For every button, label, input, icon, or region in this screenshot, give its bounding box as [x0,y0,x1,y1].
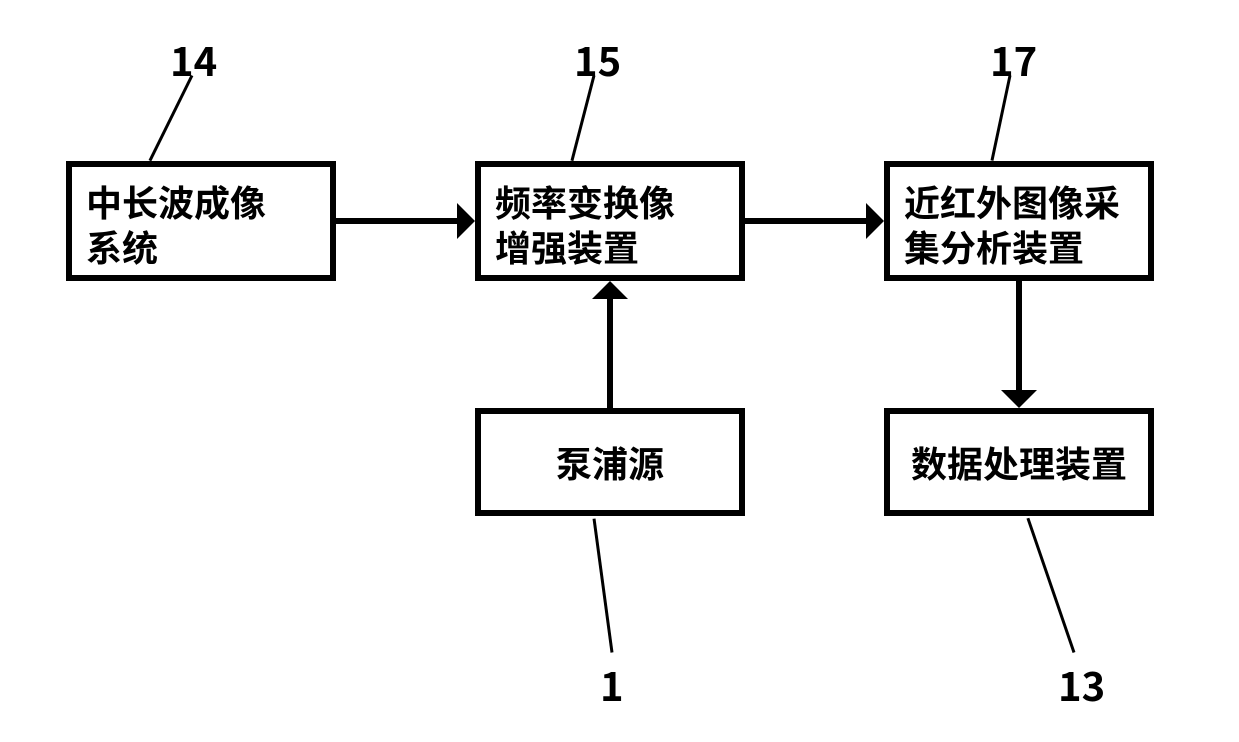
leader-line [593,518,614,652]
edge [336,218,457,224]
ref-label-17: 17 [990,30,1037,88]
flow-node-n15: 频率变换像 增强装置 [475,161,745,281]
flow-node-label: 数据处理装置 [911,440,1127,485]
flow-node-label: 中长波成像 系统 [86,179,316,269]
flow-node-n13: 数据处理装置 [884,408,1154,516]
flow-node-label: 频率变换像 增强装置 [495,179,725,269]
arrow-head-icon [866,203,884,239]
flow-node-label: 近红外图像采 集分析装置 [904,179,1134,269]
arrow-head-icon [457,203,475,239]
flow-node-n17: 近红外图像采 集分析装置 [884,161,1154,281]
ref-label-15: 15 [574,30,621,88]
diagram-canvas: 中长波成像 系统 频率变换像 增强装置 近红外图像采 集分析装置泵浦源 数据处理装置 1… [0,0,1239,742]
edge [745,218,866,224]
edge [607,299,613,408]
ref-label-14: 14 [170,30,217,88]
leader-line [1027,518,1076,653]
ref-label-1: 1 [600,655,624,713]
flow-node-label: 泵浦源 [556,440,664,485]
flow-node-n14: 中长波成像 系统 [66,161,336,281]
flow-node-n1: 泵浦源 [475,408,745,516]
ref-label-13: 13 [1058,655,1105,713]
arrow-head-icon [1001,390,1037,408]
arrow-head-icon [592,281,628,299]
edge [1016,281,1022,390]
